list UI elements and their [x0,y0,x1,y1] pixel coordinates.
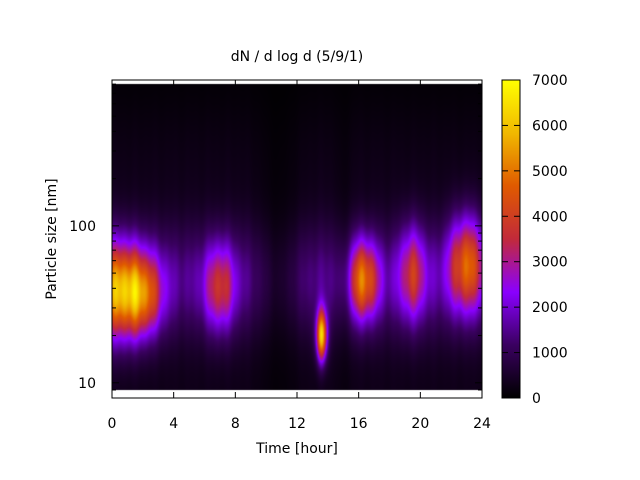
colorbar-tick-label: 7000 [532,73,568,89]
y-axis-label: Particle size [nm] [44,178,60,299]
x-tick-label: 20 [411,416,429,432]
y-axis: 10 100 [69,83,482,399]
x-tick-label: 16 [350,416,368,432]
chart-title: dN / d log d (5/9/1) [231,49,364,65]
heatmap-image [112,80,482,398]
colorbar-frame [501,79,521,399]
y-tick-label: 100 [69,219,96,235]
colorbar-tick-label: 4000 [532,209,568,225]
colorbar-ticks: 0 1000 2000 3000 4000 5000 6000 7000 [502,73,568,407]
colorbar: 0 1000 2000 3000 4000 5000 6000 7000 [501,73,568,407]
colorbar-tick-label: 0 [532,391,541,407]
colorbar-gradient [502,80,520,398]
colorbar-tick-label: 1000 [532,346,568,362]
x-tick-label: 12 [288,416,306,432]
colorbar-tick-label: 5000 [532,164,568,180]
heatmap-area [112,80,482,398]
x-axis-label: Time [hour] [255,441,338,457]
x-tick-label: 8 [231,416,240,432]
x-tick-label: 4 [169,416,178,432]
x-axis: 0 4 8 12 16 20 24 [108,80,491,432]
colorbar-tick-label: 3000 [532,255,568,271]
x-tick-label: 0 [108,416,117,432]
x-tick-label: 24 [473,416,491,432]
colorbar-tick-label: 6000 [532,118,568,134]
colorbar-tick-label: 2000 [532,300,568,316]
y-tick-label: 10 [78,376,96,392]
